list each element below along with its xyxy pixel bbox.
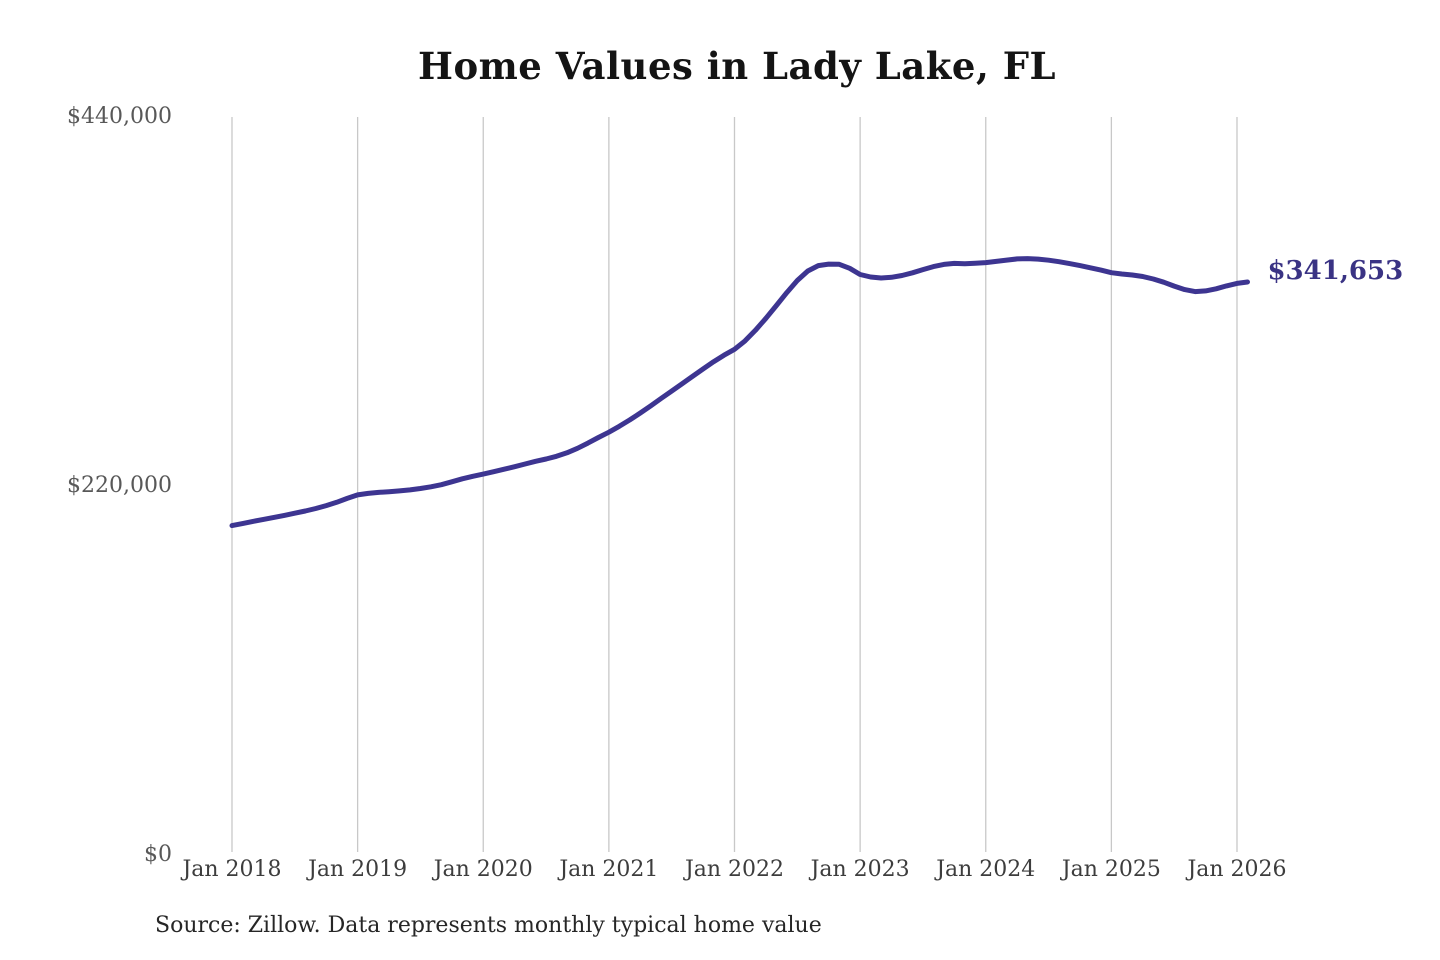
chart-title: Home Values in Lady Lake, FL xyxy=(418,44,1056,88)
x-tick-label: Jan 2021 xyxy=(559,857,659,882)
y-tick-label: $220,000 xyxy=(67,473,172,498)
x-tick-label: Jan 2023 xyxy=(810,857,910,882)
latest-value-label: $341,653 xyxy=(1267,255,1404,286)
y-tick-label: $440,000 xyxy=(67,104,172,129)
x-tick-label: Jan 2024 xyxy=(936,857,1036,882)
home-value-line xyxy=(229,256,1250,529)
x-tick-label: Jan 2020 xyxy=(433,857,533,882)
x-tick-label: Jan 2026 xyxy=(1187,857,1287,882)
x-tick-label: Jan 2018 xyxy=(182,857,282,882)
x-tick-label: Jan 2022 xyxy=(684,857,785,882)
source-note: Source: Zillow. Data represents monthly … xyxy=(155,913,822,938)
x-tick-label: Jan 2019 xyxy=(308,857,408,882)
y-tick-label: $0 xyxy=(144,842,172,867)
x-tick-label: Jan 2025 xyxy=(1061,857,1161,882)
